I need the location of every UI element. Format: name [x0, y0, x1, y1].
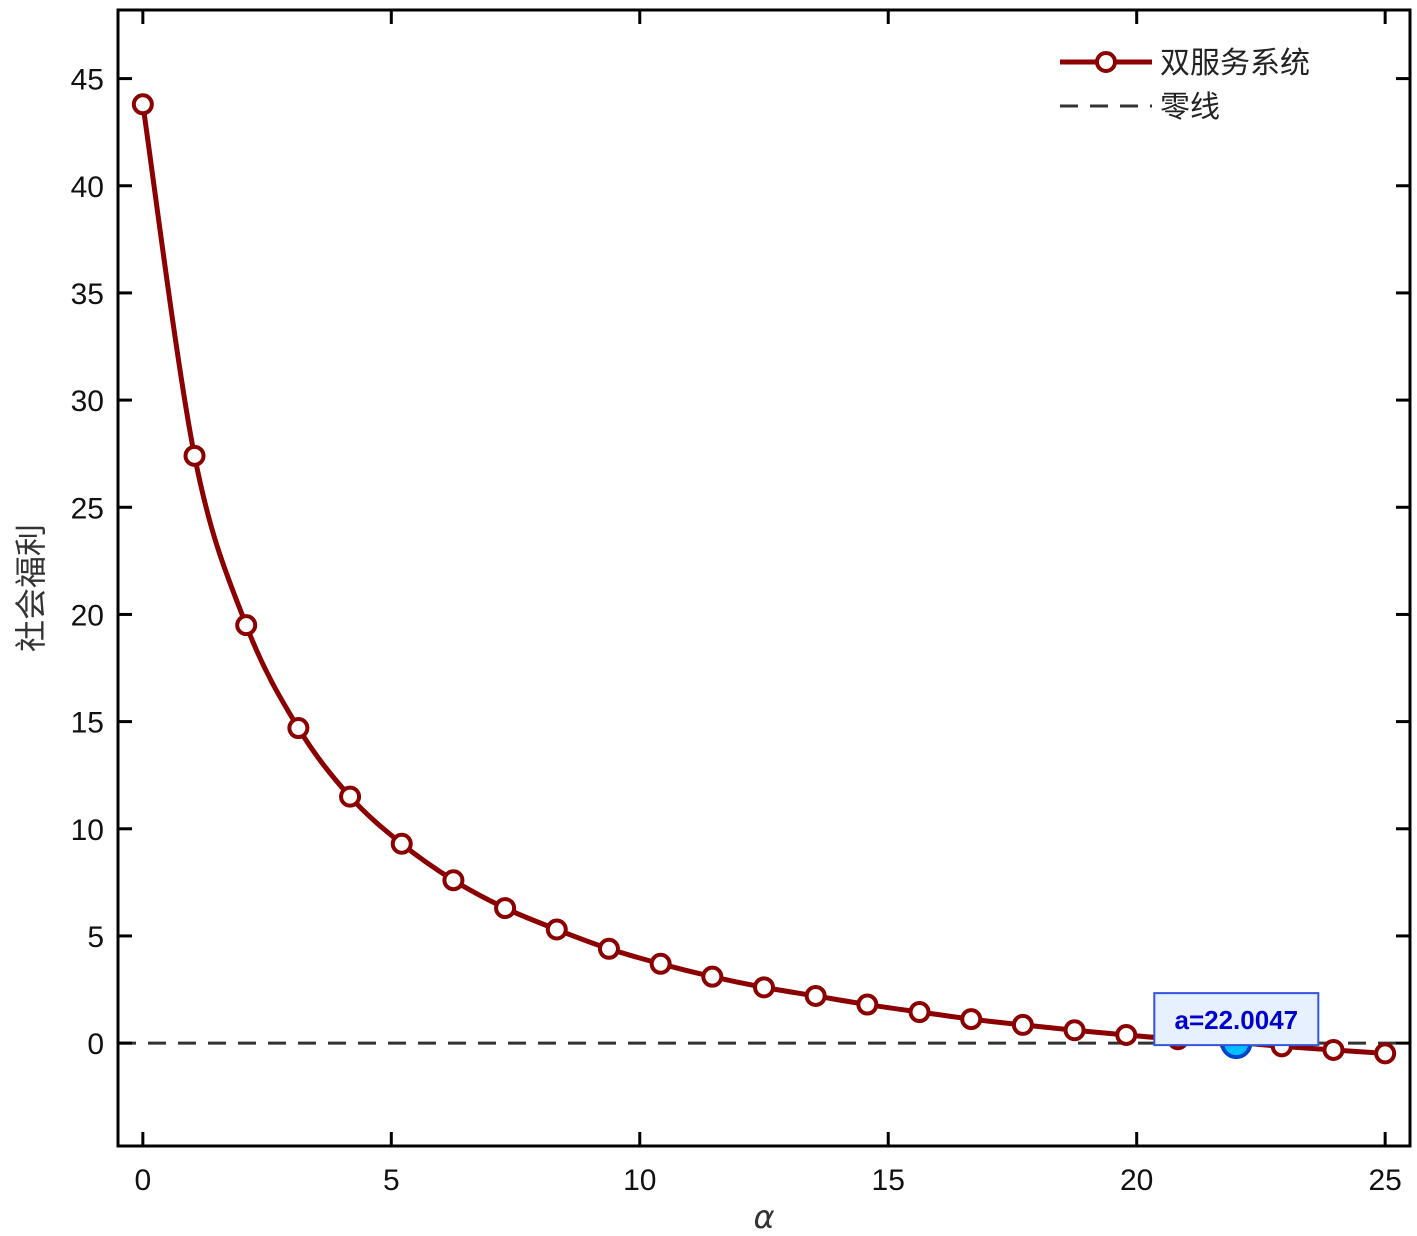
y-tick-label: 40: [71, 171, 104, 204]
data-point: [442, 869, 465, 892]
legend-marker-welfare: [1095, 51, 1117, 73]
data-point: [287, 717, 310, 740]
x-tick-label: 25: [1368, 1164, 1401, 1197]
data-point: [1011, 1013, 1034, 1036]
x-tick-label: 5: [383, 1164, 400, 1197]
y-axis-ticks: 0 5 10 15 20 25 30 35 40 45: [71, 64, 1410, 1061]
annotation-label: a=22.0047: [1174, 1005, 1298, 1035]
data-point: [390, 832, 413, 855]
x-axis-title: α: [753, 1198, 774, 1236]
y-tick-label: 35: [71, 278, 104, 311]
series-layer: [131, 93, 1397, 1065]
plot-frame: [116, 8, 1412, 1148]
data-point: [131, 93, 154, 116]
x-tick-label: 15: [872, 1164, 905, 1197]
data-point: [1322, 1038, 1345, 1061]
data-point: [1063, 1019, 1086, 1042]
y-tick-label: 25: [71, 492, 104, 525]
data-point: [545, 918, 568, 941]
data-point: [753, 976, 775, 999]
y-tick-label: 15: [71, 707, 104, 740]
x-tick-label: 0: [135, 1164, 152, 1197]
data-point: [183, 444, 206, 467]
y-tick-label: 5: [87, 921, 104, 954]
y-axis-title: 社会福利: [12, 524, 50, 652]
data-point: [1115, 1023, 1138, 1046]
data-point: [908, 1001, 931, 1024]
data-point: [1374, 1042, 1397, 1065]
data-point: [701, 965, 724, 988]
annotation-box: [1153, 992, 1320, 1047]
data-point: [856, 993, 879, 1016]
y-tick-label: 30: [71, 385, 104, 418]
annotation-layer: a=22.0047: [1153, 992, 1320, 1060]
series-line-welfare: [140, 103, 1386, 1056]
data-point: [494, 897, 517, 920]
data-point: [649, 952, 672, 975]
data-point: [804, 984, 827, 1007]
data-point: [339, 785, 362, 808]
legend-label-zero: 零线: [1160, 90, 1220, 125]
y-tick-label: 45: [71, 64, 104, 97]
x-tick-label: 10: [623, 1164, 656, 1197]
y-tick-label: 10: [71, 814, 104, 847]
x-tick-label: 20: [1120, 1164, 1153, 1197]
y-tick-label: 20: [71, 599, 104, 632]
data-point: [597, 937, 620, 960]
data-point: [960, 1008, 983, 1031]
data-point: [235, 614, 258, 637]
x-axis-ticks: 0 5 10 15 20 25: [135, 10, 1402, 1197]
y-tick-label: 0: [87, 1028, 104, 1061]
legend-label-welfare: 双服务系统: [1160, 46, 1310, 81]
